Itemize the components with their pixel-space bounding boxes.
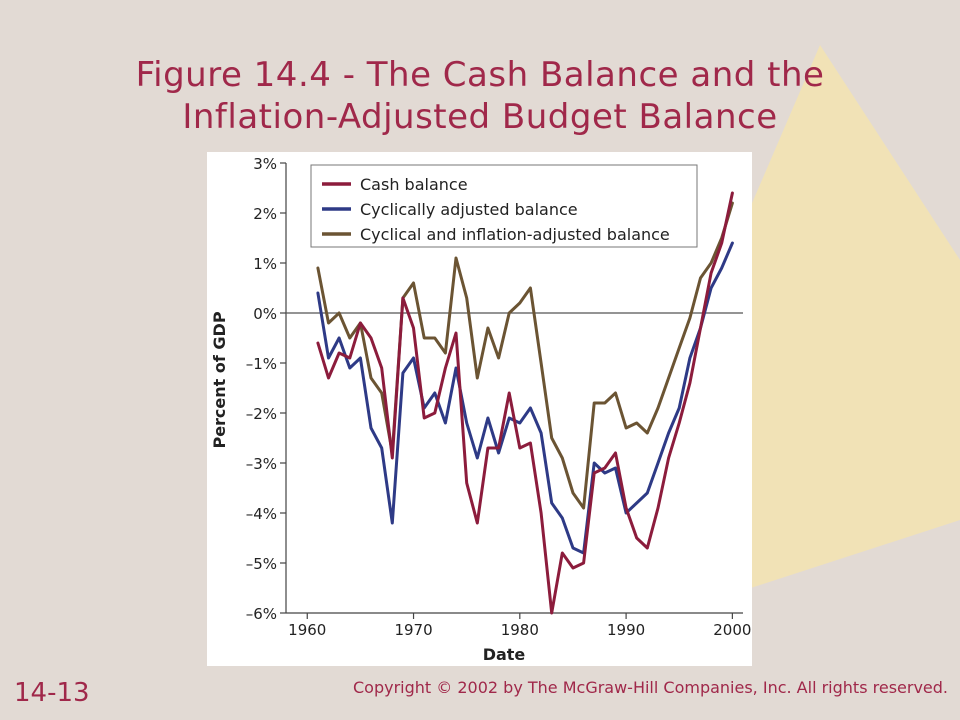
series-layer <box>316 191 734 615</box>
y-tick-label: –4% <box>246 505 277 523</box>
y-tick-label: –2% <box>246 405 277 423</box>
x-tick-label: 2000 <box>713 621 751 639</box>
y-axis-label: Percent of GDP <box>210 311 229 448</box>
y-tick-label: 1% <box>253 255 277 273</box>
series-line-cash-balance <box>316 191 734 615</box>
slide-number: 14-13 <box>14 678 90 708</box>
chart-panel: 3% 2% 1% 0% –1% –2% –3% –4% –5% –6% 1960 1970 1980 19… <box>207 152 752 666</box>
y-tick-label: 3% <box>253 155 277 173</box>
budget-balance-chart: 3% 2% 1% 0% –1% –2% –3% –4% –5% –6% 1960 1970 1980 19… <box>210 155 752 664</box>
y-tick-label: –3% <box>246 455 277 473</box>
legend-entry: Cash balance <box>360 175 468 194</box>
legend-entry: Cyclically adjusted balance <box>360 200 578 219</box>
x-axis-label: Date <box>483 645 526 664</box>
legend-box <box>310 164 698 248</box>
legend-entry: Cyclical and inflation-adjusted balance <box>360 225 670 244</box>
x-tick-label: 1990 <box>607 621 645 639</box>
axes-layer: 3% 2% 1% 0% –1% –2% –3% –4% –5% –6% 1960 1970 1980 19… <box>246 155 752 639</box>
x-tick-label: 1970 <box>394 621 432 639</box>
y-tick-label: –1% <box>246 355 277 373</box>
y-tick-label: –5% <box>246 555 277 573</box>
legend: Cash balance Cyclically adjusted balance C… <box>310 164 698 248</box>
x-tick-label: 1980 <box>501 621 539 639</box>
y-tick-label: –6% <box>246 605 277 623</box>
y-tick-label: 0% <box>253 305 277 323</box>
series-line-cyclically-adjusted-balance <box>316 241 734 555</box>
y-tick-label: 2% <box>253 205 277 223</box>
slide-title: Figure 14.4 - The Cash Balance and the I… <box>0 54 960 138</box>
title-line-1: Figure 14.4 - The Cash Balance and the <box>135 55 825 95</box>
series-line-cyclical-and-inflation-adjusted-balance <box>316 201 734 510</box>
x-tick-label: 1960 <box>288 621 326 639</box>
copyright-notice: Copyright © 2002 by The McGraw-Hill Comp… <box>353 678 948 697</box>
title-line-2: Inflation-Adjusted Budget Balance <box>182 97 778 137</box>
